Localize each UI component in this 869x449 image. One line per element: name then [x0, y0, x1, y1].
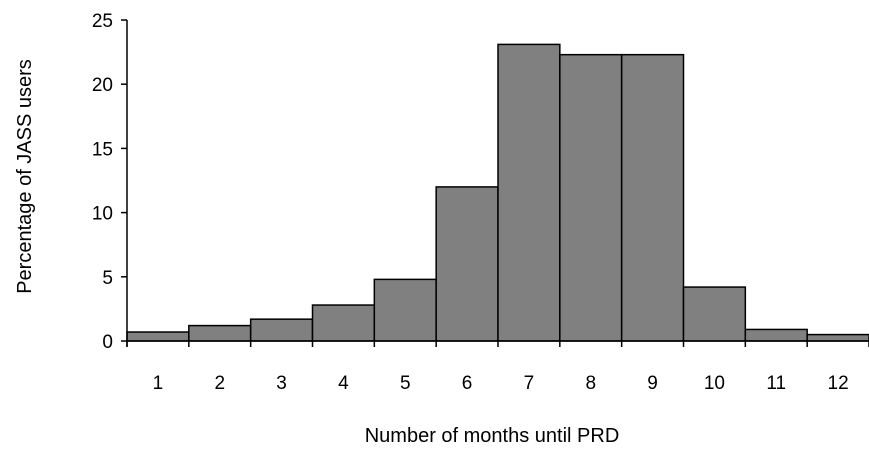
x-tick-label-9: 9	[647, 373, 658, 394]
x-tick-label-10: 10	[704, 373, 725, 394]
bar-1	[126, 331, 190, 342]
x-tick-label-2: 2	[214, 373, 225, 394]
x-tick-label-12: 12	[828, 373, 849, 394]
y-tick-label-15: 15	[92, 139, 113, 160]
y-tick-label-0: 0	[102, 332, 113, 353]
x-tick-label-6: 6	[462, 373, 473, 394]
y-ticks-layer: 0 5 10 15 20 25	[92, 11, 127, 353]
bar-10	[682, 286, 747, 342]
bar-6	[435, 186, 499, 342]
bar-12	[806, 333, 869, 342]
x-tick-label-8: 8	[585, 373, 596, 394]
bar-11	[744, 328, 808, 342]
y-tick-label-25: 25	[92, 11, 113, 32]
x-tick-label-11: 11	[766, 373, 786, 394]
x-tick-label-7: 7	[524, 373, 535, 394]
bar-8	[559, 53, 623, 342]
y-tick-label-10: 10	[92, 204, 113, 225]
x-axis-title: Number of months until PRD	[365, 425, 620, 447]
y-tick-label-5: 5	[102, 268, 113, 289]
y-tick-label-20: 20	[92, 75, 113, 96]
x-tick-label-5: 5	[400, 373, 411, 394]
x-tick-label-1: 1	[153, 373, 164, 394]
x-tick-label-4: 4	[338, 373, 349, 394]
bar-7	[497, 43, 561, 342]
x-ticks-layer: 1 2 3 4 5 6 7 8 9 10 11 12	[126, 341, 869, 394]
bar-9	[620, 53, 685, 342]
bar-5	[373, 278, 437, 342]
bar-2	[188, 324, 252, 342]
bars-layer	[126, 43, 869, 342]
y-axis-title: Percentage of JASS users	[14, 59, 36, 294]
x-tick-label-3: 3	[276, 373, 287, 394]
bar-4	[311, 304, 376, 342]
bar-3	[249, 318, 314, 342]
